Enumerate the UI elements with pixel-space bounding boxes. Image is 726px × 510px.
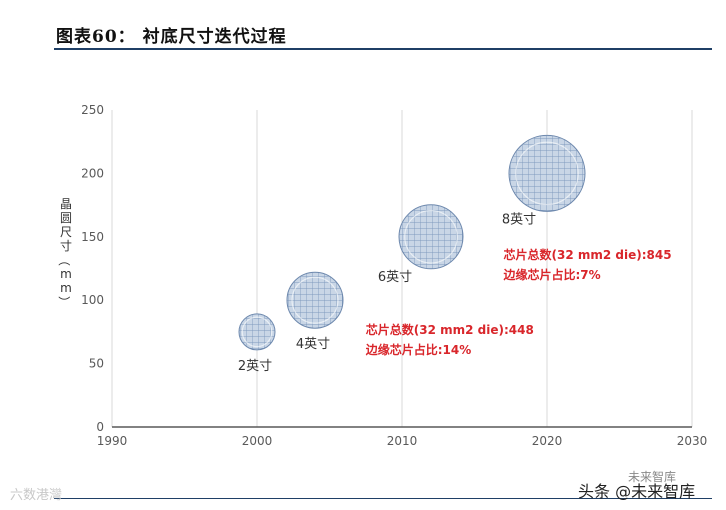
bubble-label: 6英寸 bbox=[378, 270, 412, 285]
x-tick-label: 1990 bbox=[97, 434, 128, 448]
bubble-label: 2英寸 bbox=[238, 359, 272, 374]
title-bar: 图表60： 衬底尺寸迭代过程 bbox=[54, 18, 712, 50]
grid-lines bbox=[256, 110, 693, 427]
y-axis-label-char: 寸 bbox=[60, 239, 72, 253]
x-tick-label: 2030 bbox=[677, 434, 708, 448]
y-axis-label-char: 晶 bbox=[60, 197, 72, 211]
x-tick-label: 2020 bbox=[532, 434, 563, 448]
wafer-bubble-4英寸 bbox=[286, 271, 344, 329]
bottom-rule bbox=[54, 498, 712, 499]
y-axis-label-char: ） bbox=[57, 296, 71, 308]
y-tick-label: 200 bbox=[81, 166, 104, 180]
y-tick-label: 150 bbox=[81, 230, 104, 244]
chart-title: 图表60： 衬底尺寸迭代过程 bbox=[56, 27, 287, 47]
y-tick-label: 100 bbox=[81, 293, 104, 307]
wafer-bubble-2英寸 bbox=[238, 313, 276, 351]
axes: 0 50 100 150 200 250 1990 2000 2010 2020 2030 晶圆尺寸（… bbox=[57, 103, 707, 448]
y-axis-label-char: 尺 bbox=[60, 225, 72, 239]
y-tick-label: 50 bbox=[89, 357, 104, 371]
wafer-bubble-6英寸 bbox=[398, 204, 464, 270]
watermark-right-top: 未来智库 bbox=[628, 470, 677, 484]
x-tick-label: 2000 bbox=[242, 434, 273, 448]
x-tick-label: 2010 bbox=[387, 434, 418, 448]
y-axis-label-char: （ bbox=[57, 254, 71, 266]
y-tick-label: 250 bbox=[81, 103, 104, 117]
y-axis-label-char: m bbox=[60, 281, 72, 295]
wafer-bubble-highlight bbox=[404, 209, 458, 264]
watermark-left: 六数港灣 bbox=[10, 488, 63, 503]
wafer-bubble-highlight bbox=[515, 141, 579, 206]
bubble-label: 4英寸 bbox=[296, 337, 330, 352]
bubble-label: 8英寸 bbox=[502, 212, 536, 227]
y-axis-label-char: m bbox=[60, 267, 72, 281]
wafer-bubble-highlight bbox=[241, 316, 273, 348]
wafer-bubble-highlight bbox=[291, 276, 339, 324]
annotation-edge-ratio: 边缘芯片占比:7% bbox=[503, 267, 601, 282]
annotation-chip-count: 芯片总数(32 mm2 die):845 bbox=[504, 247, 672, 262]
annotation-edge-ratio: 边缘芯片占比:14% bbox=[365, 342, 472, 357]
y-axis-label-char: 圆 bbox=[60, 211, 72, 225]
y-tick-label: 0 bbox=[96, 420, 104, 434]
watermark-right: 头条 @未来智库 bbox=[578, 482, 696, 501]
wafer-bubble-8英寸 bbox=[508, 134, 586, 212]
annotation-chip-count: 芯片总数(32 mm2 die):448 bbox=[366, 322, 534, 337]
bubbles bbox=[238, 134, 586, 351]
